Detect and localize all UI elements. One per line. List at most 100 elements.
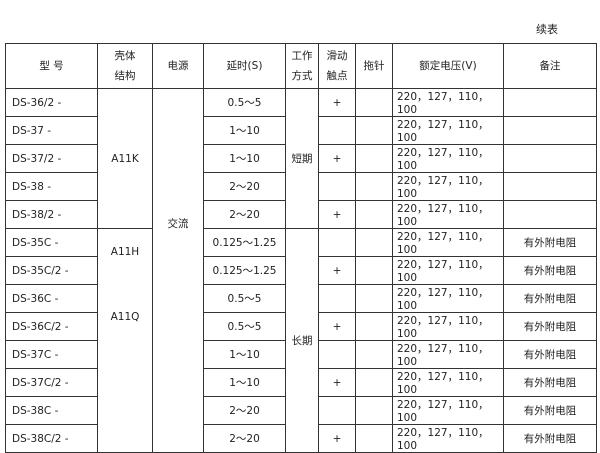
header-slide-line2: 触点 — [326, 70, 348, 82]
cell-delay: 1～10 — [203, 144, 286, 173]
table-row: DS-37C/2 - 1～10 +220，127，110，100 有外附电阻 — [5, 368, 597, 397]
cell-delay: 0.5～5 — [203, 88, 286, 117]
header-mode-line1: 工作 — [291, 50, 313, 62]
cell-slide: + — [318, 144, 356, 173]
cell-voltage: 220，127，110，100 — [392, 368, 504, 397]
cell-remark: 有外附电阻 — [503, 340, 597, 369]
cell-voltage: 220，127，110，100 — [392, 88, 504, 117]
cell-voltage: 220，127，110，100 — [392, 312, 504, 341]
cell-slide — [318, 340, 356, 369]
cell-pointer — [355, 312, 393, 341]
cell-slide — [318, 284, 356, 313]
cell-remark: 有外附电阻 — [503, 284, 597, 313]
cell-delay: 1～10 — [203, 368, 286, 397]
cell-pointer — [355, 256, 393, 285]
cell-pointer — [355, 200, 393, 229]
cell-model: DS-38 - — [5, 172, 98, 201]
table-row: DS-37/2 - 1～10 +220，127，110，100 — [5, 144, 597, 173]
cell-voltage: 220，127，110，100 — [392, 256, 504, 285]
header-shell: 壳体 结构 — [97, 43, 153, 89]
header-remark: 备注 — [503, 43, 597, 89]
cell-voltage: 220，127，110，100 — [392, 340, 504, 369]
cell-remark: 有外附电阻 — [503, 228, 597, 257]
relay-spec-table: 型 号 壳体结构 电源 延时(S) 工作方式 滑动触点 拖针 额定电压(V) 备… — [5, 43, 597, 453]
cell-pointer — [355, 284, 393, 313]
cell-remark — [503, 88, 597, 117]
cell-delay: 1～10 — [203, 340, 286, 369]
header-power: 电源 — [152, 43, 204, 89]
cell-delay: 0.5～5 — [203, 312, 286, 341]
cell-slide — [318, 116, 356, 145]
cell-pointer — [355, 172, 393, 201]
header-pointer: 拖针 — [355, 43, 393, 89]
cell-slide — [318, 396, 356, 425]
cell-remark: 有外附电阻 — [503, 312, 597, 341]
header-slide-line1: 滑动 — [326, 50, 348, 62]
cell-pointer — [355, 116, 393, 145]
table-row: DS-38/2 - 2～20 +220，127，110，100 — [5, 200, 597, 229]
cell-pointer — [355, 368, 393, 397]
header-slide: 滑动 触点 — [318, 43, 356, 89]
cell-remark: 有外附电阻 — [503, 256, 597, 285]
cell-pointer — [355, 340, 393, 369]
cell-delay: 0.125～1.25 — [203, 256, 286, 285]
cell-delay: 2～20 — [203, 200, 286, 229]
table-row: DS-36/2 - A11K 交流 0.5～5 短期 +220，127，110，100 — [5, 88, 597, 453]
cell-voltage: 220，127，110，100 — [392, 396, 504, 425]
cell-model: DS-36C - — [5, 284, 98, 313]
header-mode-line2: 方式 — [291, 70, 313, 82]
cell-shell-group: A11H A11Q — [97, 228, 153, 453]
cell-remark — [503, 200, 597, 229]
cell-voltage: 220，127，110，100 — [392, 284, 504, 313]
cell-slide: + — [318, 368, 356, 397]
header-shell-line1: 壳体 — [114, 50, 136, 62]
cell-remark: 有外附电阻 — [503, 424, 597, 453]
table-row: DS-35C/2 - 0.125～1.25 +220，127，110，100 有外附电… — [5, 256, 597, 285]
cell-voltage: 220，127，110，100 — [392, 116, 504, 145]
cell-delay: 2～20 — [203, 424, 286, 453]
cell-delay: 0.5～5 — [203, 284, 286, 313]
table-row: DS-37 - 1～10 220，127，110，100 — [5, 116, 597, 145]
header-delay: 延时(S) — [203, 43, 286, 89]
cell-delay: 2～20 — [203, 172, 286, 201]
cell-voltage: 220，127，110，100 — [392, 228, 504, 257]
cell-model: DS-38/2 - — [5, 200, 98, 229]
cell-remark — [503, 144, 597, 173]
header-mode: 工作 方式 — [285, 43, 319, 89]
cell-model: DS-37C - — [5, 340, 98, 369]
shell-a11q: A11Q — [110, 311, 140, 323]
cell-model: DS-37 - — [5, 116, 98, 145]
cell-remark: 有外附电阻 — [503, 396, 597, 425]
cell-voltage: 220，127，110，100 — [392, 200, 504, 229]
cell-model: DS-38C/2 - — [5, 424, 98, 453]
table-caption: 续表 — [536, 23, 558, 36]
cell-delay: 2～20 — [203, 396, 286, 425]
cell-pointer — [355, 228, 393, 257]
cell-slide — [318, 228, 356, 257]
cell-model: DS-35C - — [5, 228, 98, 257]
cell-model: DS-36/2 - — [5, 88, 98, 117]
header-model: 型 号 — [5, 43, 98, 89]
cell-slide: + — [318, 200, 356, 229]
header-row: 型 号 壳体结构 电源 延时(S) 工作方式 滑动触点 拖针 额定电压(V) 备… — [5, 43, 597, 89]
cell-delay: 0.125～1.25 — [203, 228, 286, 257]
cell-slide: + — [318, 256, 356, 285]
table-row: DS-35C - A11H A11Q 0.125～1.25 长期 220，127，110，… — [5, 228, 597, 453]
table-row: DS-36C/2 - 0.5～5 +220，127，110，100 有外附电阻 — [5, 312, 597, 341]
cell-model: DS-36C/2 - — [5, 312, 98, 341]
cell-slide — [318, 172, 356, 201]
cell-slide: + — [318, 312, 356, 341]
cell-pointer — [355, 396, 393, 425]
shell-a11h: A11H — [110, 246, 140, 258]
cell-model: DS-37/2 - — [5, 144, 98, 173]
cell-mode-short: 短期 — [285, 88, 319, 229]
cell-delay: 1～10 — [203, 116, 286, 145]
cell-power: 交流 — [152, 88, 204, 453]
cell-slide: + — [318, 424, 356, 453]
cell-pointer — [355, 424, 393, 453]
header-voltage: 额定电压(V) — [392, 43, 504, 89]
cell-pointer — [355, 144, 393, 173]
header-shell-line2: 结构 — [114, 70, 136, 82]
cell-voltage: 220，127，110，100 — [392, 424, 504, 453]
cell-model: DS-37C/2 - — [5, 368, 98, 397]
